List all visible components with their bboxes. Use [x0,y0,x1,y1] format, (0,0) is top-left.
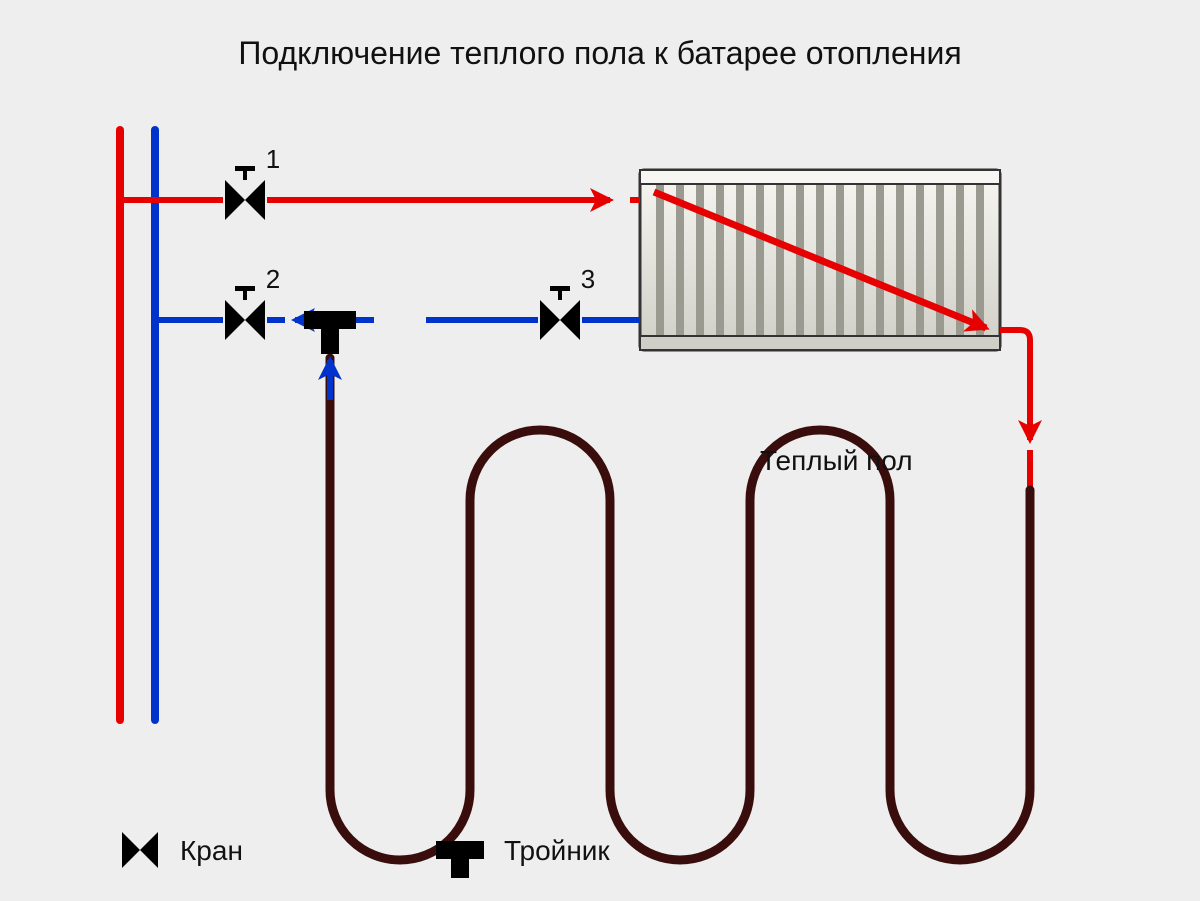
valve-3-number: 3 [581,264,595,294]
valve-1-number: 1 [266,144,280,174]
legend-tee-icon [436,841,484,878]
heating-diagram: Подключение теплого пола к батарее отопл… [0,0,1200,901]
underfloor-label: Теплый пол [760,445,913,476]
underfloor-loop [330,358,1030,860]
legend-tee-label: Тройник [504,835,610,866]
legend-valve-icon [122,832,158,868]
valve-3 [540,286,580,340]
valve-2 [225,286,265,340]
radiator-to-floor-pipe [1000,330,1030,440]
valve-2-number: 2 [266,264,280,294]
valve-1 [225,166,265,220]
diagram-title: Подключение теплого пола к батарее отопл… [238,35,961,71]
tee-fitting [304,311,356,354]
legend-valve-label: Кран [180,835,243,866]
